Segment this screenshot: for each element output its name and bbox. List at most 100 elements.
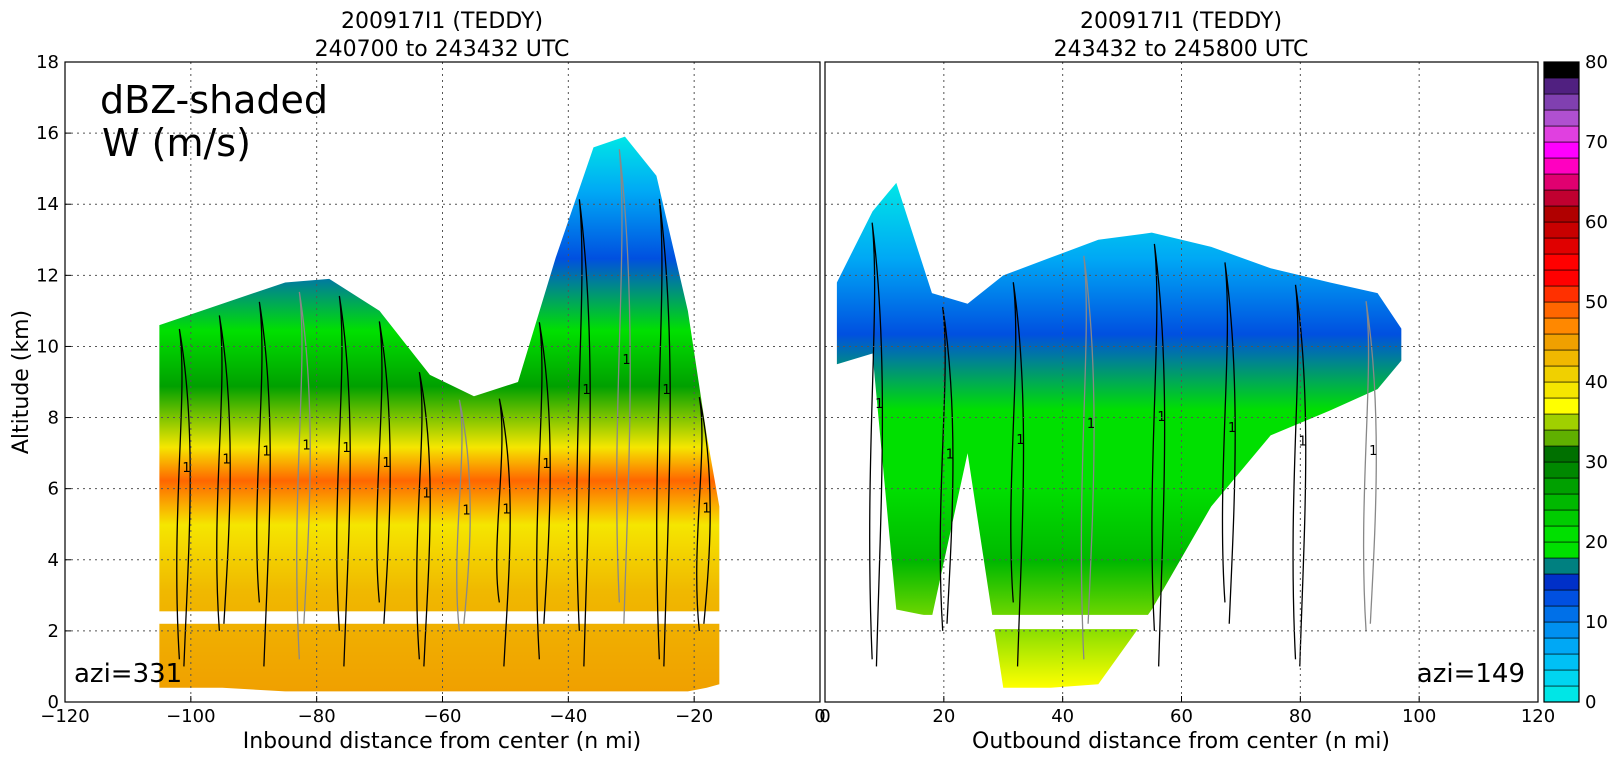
w-contour-label: 1 bbox=[622, 353, 630, 368]
w-contour-line bbox=[336, 295, 351, 667]
w-contour-label: 1 bbox=[1369, 444, 1377, 459]
y-tick-label: 10 bbox=[36, 336, 59, 357]
colorbar-cell bbox=[1543, 301, 1580, 319]
left-title-line2: 240700 to 243432 UTC bbox=[315, 37, 570, 62]
colorbar-tick-label: 70 bbox=[1585, 132, 1608, 153]
right-x-tick-labels: 0 20 40 60 80 100 120 bbox=[819, 696, 1555, 727]
w-contour-line bbox=[176, 328, 191, 667]
w-contour-label: 1 bbox=[1228, 421, 1236, 436]
w-contour-label: 1 bbox=[542, 457, 550, 472]
w-contour-line bbox=[616, 149, 631, 624]
x-tick-label: 100 bbox=[1402, 706, 1436, 727]
x-tick-label: −100 bbox=[166, 706, 215, 727]
annotation-dbz-shaded: dBZ-shaded bbox=[100, 78, 328, 122]
w-contour-label: 1 bbox=[1016, 433, 1024, 448]
left-title-line1: 200917I1 (TEDDY) bbox=[341, 9, 543, 34]
left-x-axis-label: Inbound distance from center (n mi) bbox=[243, 729, 642, 754]
colorbar-cell bbox=[1543, 621, 1580, 639]
colorbar-tick-label: 20 bbox=[1585, 532, 1608, 553]
annotation-w-units: W (m/s) bbox=[102, 121, 251, 165]
y-tick-label: 16 bbox=[36, 123, 59, 144]
w-contour-label: 1 bbox=[662, 383, 670, 398]
right-gridlines bbox=[825, 62, 1538, 702]
x-tick-label: 120 bbox=[1521, 706, 1555, 727]
colorbar-tick-label: 60 bbox=[1585, 212, 1608, 233]
colorbar-cell bbox=[1543, 381, 1580, 399]
colorbar-cell bbox=[1543, 205, 1580, 223]
left-gridlines bbox=[65, 62, 820, 702]
x-tick-label: −40 bbox=[549, 706, 587, 727]
right-x-axis-label: Outbound distance from center (n mi) bbox=[972, 729, 1390, 754]
w-contour-line bbox=[1080, 255, 1095, 660]
w-contour-label: 1 bbox=[382, 456, 390, 471]
colorbar-cell bbox=[1543, 285, 1580, 303]
colorbar-cell bbox=[1543, 141, 1580, 159]
colorbar-cell bbox=[1543, 573, 1580, 591]
right-azimuth-label: azi=149 bbox=[1417, 659, 1525, 689]
colorbar-cell bbox=[1543, 509, 1580, 527]
w-contour-line bbox=[939, 306, 954, 631]
left-panel: 200917I1 (TEDDY) 240700 to 243432 UTC 1 1… bbox=[9, 9, 826, 754]
colorbar-cell bbox=[1543, 685, 1580, 703]
colorbar-cell bbox=[1543, 125, 1580, 143]
colorbar-tick-label: 80 bbox=[1585, 52, 1608, 73]
colorbar-cell bbox=[1543, 605, 1580, 623]
w-contour-line bbox=[1010, 282, 1025, 667]
colorbar-cell bbox=[1543, 477, 1580, 495]
colorbar-cell bbox=[1543, 557, 1580, 575]
w-contour-label: 1 bbox=[946, 448, 954, 463]
w-contour-line bbox=[376, 321, 391, 624]
colorbar-cell bbox=[1543, 493, 1580, 511]
w-contour-label: 1 bbox=[582, 383, 590, 398]
w-contour-line bbox=[1151, 243, 1166, 667]
right-reflectivity-field bbox=[836, 182, 1402, 688]
right-panel: 200917I1 (TEDDY) 243432 to 245800 UTC 1 1… bbox=[819, 9, 1555, 754]
colorbar-cell bbox=[1543, 445, 1580, 463]
colorbar-tick-label: 50 bbox=[1585, 292, 1608, 313]
w-contour-line bbox=[496, 398, 511, 667]
x-tick-label: −20 bbox=[675, 706, 713, 727]
left-w-contours: 1 1 1 1 1 1 1 1 1 1 1 1 1 1 bbox=[176, 149, 711, 667]
colorbar-tick-label: 10 bbox=[1585, 612, 1608, 633]
w-contour-line bbox=[576, 199, 591, 667]
x-tick-label: −120 bbox=[40, 706, 89, 727]
w-contour-label: 1 bbox=[342, 441, 350, 456]
colorbar-cells bbox=[1543, 61, 1580, 703]
colorbar-frame bbox=[1543, 61, 1580, 703]
x-tick-label: −80 bbox=[298, 706, 336, 727]
left-reflectivity-field bbox=[159, 136, 720, 692]
colorbar-cell bbox=[1543, 61, 1580, 79]
left-azimuth-label: azi=331 bbox=[74, 659, 182, 689]
left-data-gap bbox=[65, 611, 820, 624]
w-contour-line bbox=[416, 372, 431, 667]
y-tick-label: 8 bbox=[48, 408, 59, 429]
w-contour-label: 1 bbox=[422, 487, 430, 502]
left-x-tick-labels: −120 −100 −80 −60 −40 −20 0 bbox=[40, 696, 826, 727]
y-tick-label: 18 bbox=[36, 52, 59, 73]
y-tick-label: 0 bbox=[48, 692, 59, 713]
y-axis-label: Altitude (km) bbox=[9, 310, 34, 454]
y-tick-label: 4 bbox=[48, 550, 59, 571]
colorbar-cell bbox=[1543, 637, 1580, 655]
x-tick-label: −60 bbox=[424, 706, 462, 727]
colorbar-cell bbox=[1543, 541, 1580, 559]
colorbar-cell bbox=[1543, 669, 1580, 687]
colorbar-cell bbox=[1543, 365, 1580, 383]
y-tick-label: 12 bbox=[36, 265, 59, 286]
left-plot-area: 1 1 1 1 1 1 1 1 1 1 1 1 1 1 bbox=[65, 136, 820, 692]
y-tick-label: 6 bbox=[48, 479, 59, 500]
left-y-tick-labels: 0 2 4 6 8 10 12 14 16 18 bbox=[36, 52, 71, 713]
colorbar-cell bbox=[1543, 429, 1580, 447]
w-contour-line bbox=[456, 399, 471, 631]
right-title-line2: 243432 to 245800 UTC bbox=[1054, 37, 1309, 62]
x-tick-label: 80 bbox=[1289, 706, 1312, 727]
x-tick-label: 40 bbox=[1051, 706, 1074, 727]
colorbar-cell bbox=[1543, 269, 1580, 287]
w-contour-label: 1 bbox=[262, 445, 270, 460]
w-contour-label: 1 bbox=[1299, 434, 1307, 449]
y-tick-label: 2 bbox=[48, 621, 59, 642]
y-tick-label: 14 bbox=[36, 194, 59, 215]
w-contour-line bbox=[296, 291, 311, 660]
